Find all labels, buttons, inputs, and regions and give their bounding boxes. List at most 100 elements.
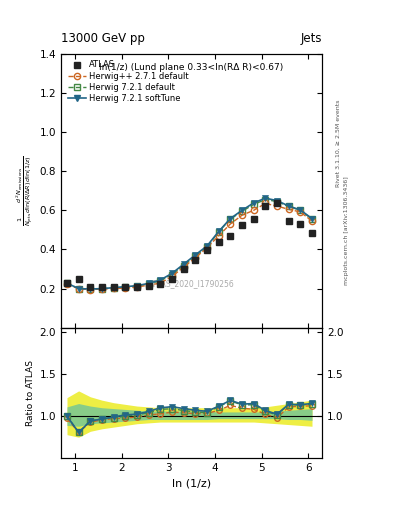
Herwig++ 2.7.1 default — [88, 287, 93, 293]
Herwig 7.2.1 default — [135, 283, 140, 289]
Herwig++ 2.7.1 default — [193, 254, 198, 261]
Herwig 7.2.1 softTune — [181, 261, 186, 267]
ATLAS — [76, 276, 81, 282]
Herwig 7.2.1 default — [205, 244, 209, 250]
Herwig 7.2.1 softTune — [135, 283, 140, 289]
ATLAS — [310, 230, 314, 236]
ATLAS — [298, 221, 303, 227]
Herwig 7.2.1 default — [310, 216, 314, 222]
Herwig 7.2.1 softTune — [88, 286, 93, 292]
Herwig 7.2.1 softTune — [228, 216, 233, 222]
Herwig 7.2.1 softTune — [111, 285, 116, 291]
Herwig++ 2.7.1 default — [170, 273, 174, 280]
Herwig 7.2.1 softTune — [310, 216, 314, 222]
Herwig++ 2.7.1 default — [111, 285, 116, 291]
Text: Rivet 3.1.10, ≥ 2.5M events: Rivet 3.1.10, ≥ 2.5M events — [336, 100, 341, 187]
Herwig++ 2.7.1 default — [100, 286, 105, 292]
Herwig 7.2.1 default — [64, 280, 69, 286]
ATLAS — [181, 266, 186, 272]
Herwig 7.2.1 softTune — [158, 277, 163, 283]
Herwig 7.2.1 default — [100, 286, 105, 292]
Herwig 7.2.1 softTune — [76, 286, 81, 292]
Herwig++ 2.7.1 default — [240, 212, 244, 218]
Herwig++ 2.7.1 default — [275, 203, 279, 209]
Herwig++ 2.7.1 default — [205, 245, 209, 251]
ATLAS — [228, 232, 233, 239]
Herwig 7.2.1 default — [298, 207, 303, 214]
Herwig 7.2.1 softTune — [251, 200, 256, 206]
ATLAS — [135, 284, 140, 290]
Herwig++ 2.7.1 default — [251, 207, 256, 214]
Line: Herwig 7.2.1 softTune: Herwig 7.2.1 softTune — [67, 198, 312, 289]
ATLAS — [111, 284, 116, 290]
Herwig 7.2.1 softTune — [205, 243, 209, 249]
Herwig++ 2.7.1 default — [76, 286, 81, 292]
Herwig 7.2.1 softTune — [298, 207, 303, 213]
Herwig 7.2.1 softTune — [263, 195, 268, 201]
ATLAS — [100, 284, 105, 290]
ATLAS — [146, 283, 151, 289]
Herwig++ 2.7.1 default — [64, 281, 69, 287]
Herwig 7.2.1 default — [193, 253, 198, 260]
Herwig++ 2.7.1 default — [298, 209, 303, 215]
Herwig 7.2.1 softTune — [193, 252, 198, 258]
Herwig++ 2.7.1 default — [286, 206, 291, 212]
Line: ATLAS: ATLAS — [64, 200, 315, 290]
Herwig++ 2.7.1 default — [310, 218, 314, 224]
Herwig 7.2.1 default — [275, 199, 279, 205]
Herwig 7.2.1 softTune — [286, 203, 291, 209]
Text: Jets: Jets — [301, 32, 322, 45]
Herwig 7.2.1 softTune — [275, 198, 279, 204]
Herwig 7.2.1 default — [170, 271, 174, 278]
ATLAS — [64, 280, 69, 286]
Herwig 7.2.1 default — [123, 284, 128, 290]
ATLAS — [251, 216, 256, 222]
ATLAS — [216, 239, 221, 245]
Herwig 7.2.1 softTune — [146, 280, 151, 286]
Herwig 7.2.1 softTune — [216, 228, 221, 234]
Text: mcplots.cern.ch [arXiv:1306.3436]: mcplots.cern.ch [arXiv:1306.3436] — [344, 176, 349, 285]
Herwig 7.2.1 default — [251, 201, 256, 207]
Y-axis label: Ratio to ATLAS: Ratio to ATLAS — [26, 360, 35, 426]
ATLAS — [170, 276, 174, 282]
ATLAS — [205, 247, 209, 253]
Herwig 7.2.1 softTune — [240, 207, 244, 214]
Herwig 7.2.1 default — [158, 278, 163, 284]
Herwig 7.2.1 default — [181, 263, 186, 269]
Y-axis label: $\frac{1}{N_\mathrm{jets}}\frac{d^2 N_\mathrm{emissions}}{d\ln(R/\Delta R)\,d\ln: $\frac{1}{N_\mathrm{jets}}\frac{d^2 N_\m… — [15, 155, 35, 226]
Herwig 7.2.1 default — [111, 285, 116, 291]
ATLAS — [123, 284, 128, 290]
Herwig 7.2.1 softTune — [64, 280, 69, 286]
ATLAS — [286, 218, 291, 224]
Herwig++ 2.7.1 default — [146, 282, 151, 288]
Herwig 7.2.1 default — [263, 197, 268, 203]
Herwig 7.2.1 default — [216, 229, 221, 235]
Herwig 7.2.1 default — [76, 286, 81, 292]
Herwig++ 2.7.1 default — [228, 221, 233, 227]
Herwig 7.2.1 default — [286, 203, 291, 209]
Herwig++ 2.7.1 default — [216, 232, 221, 239]
Text: 13000 GeV pp: 13000 GeV pp — [61, 32, 145, 45]
Herwig 7.2.1 softTune — [123, 284, 128, 290]
ATLAS — [263, 203, 268, 209]
Legend: ATLAS, Herwig++ 2.7.1 default, Herwig 7.2.1 default, Herwig 7.2.1 softTune: ATLAS, Herwig++ 2.7.1 default, Herwig 7.… — [65, 58, 191, 105]
Herwig 7.2.1 default — [228, 216, 233, 222]
ATLAS — [158, 281, 163, 287]
Herwig++ 2.7.1 default — [123, 285, 128, 291]
Herwig 7.2.1 default — [146, 281, 151, 287]
Herwig 7.2.1 default — [240, 208, 244, 215]
Herwig++ 2.7.1 default — [135, 284, 140, 290]
Line: Herwig 7.2.1 default: Herwig 7.2.1 default — [67, 200, 312, 289]
ATLAS — [275, 200, 279, 206]
Line: Herwig++ 2.7.1 default: Herwig++ 2.7.1 default — [67, 203, 312, 290]
Herwig++ 2.7.1 default — [158, 280, 163, 286]
Herwig++ 2.7.1 default — [181, 264, 186, 270]
Herwig 7.2.1 softTune — [170, 270, 174, 276]
Text: ln(1/z) (Lund plane 0.33<ln(RΔ R)<0.67): ln(1/z) (Lund plane 0.33<ln(RΔ R)<0.67) — [99, 63, 284, 72]
Herwig++ 2.7.1 default — [263, 200, 268, 206]
Herwig 7.2.1 default — [88, 286, 93, 292]
X-axis label: ln (1/z): ln (1/z) — [172, 479, 211, 488]
ATLAS — [240, 222, 244, 228]
Text: ATLAS_2020_I1790256: ATLAS_2020_I1790256 — [148, 280, 235, 288]
Herwig 7.2.1 softTune — [100, 286, 105, 292]
